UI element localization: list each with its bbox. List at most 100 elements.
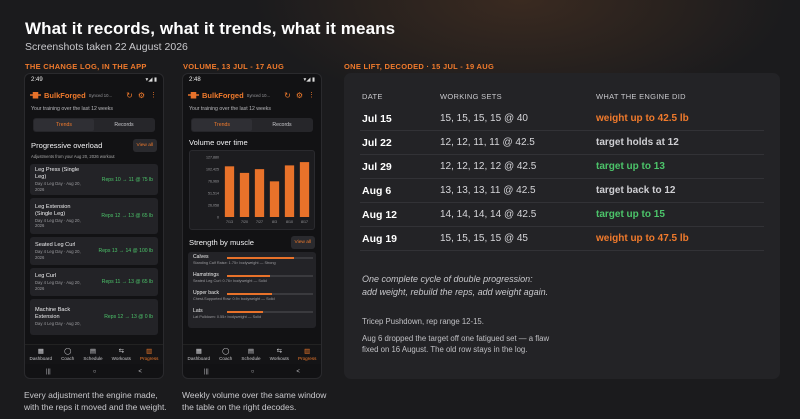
nav-label: Dashboard	[187, 356, 211, 361]
muscle-name: Hamstrings	[193, 272, 219, 278]
lift-description: Tricep Pushdown, rep range 12-15.	[362, 317, 484, 326]
nav-item-dashboard[interactable]: ▦ Dashboard	[188, 348, 210, 361]
sync-status: Synced 10...	[246, 92, 270, 98]
status-time: 2:49	[31, 77, 43, 83]
row-engine-action: target up to 13	[596, 161, 665, 172]
adjustments-subtitle: Adjustments from your Aug 20, 2026 worko…	[31, 154, 115, 159]
refresh-icon[interactable]: ↻	[126, 90, 133, 100]
schedule-icon: ▤	[89, 348, 97, 355]
y-tick-label: 51,514	[208, 192, 219, 196]
strength-bar	[227, 275, 313, 277]
y-tick-label: 0	[217, 216, 219, 220]
strength-fill	[227, 311, 264, 313]
nav-item-dashboard[interactable]: ▦ Dashboard	[30, 348, 52, 361]
volume-bar	[299, 162, 310, 217]
row-engine-action: weight up to 47.5 lb	[596, 233, 689, 244]
recents-icon[interactable]: |||	[204, 369, 209, 375]
tab-trends[interactable]: Trends	[192, 119, 252, 131]
adjustment-card[interactable]: Leg Extension (Single Leg) Day 4 Leg Day …	[30, 198, 158, 234]
table-row: Aug 19 15, 15, 15, 15 @ 45 weight up to 47…	[360, 227, 764, 251]
nav-item-progress[interactable]: ▥ Progress	[140, 348, 158, 361]
y-tick-label: 127,880	[206, 156, 219, 160]
nav-item-coach[interactable]: ◯ Coach	[61, 348, 74, 361]
gear-icon[interactable]: ⚙	[295, 90, 304, 100]
row-date: Jul 15	[362, 113, 392, 125]
exercise-name: Seated Leg Curl	[35, 242, 76, 248]
adjustment-card[interactable]: Seated Leg Curl Day 4 Leg Day · Aug 20, 2…	[30, 237, 158, 265]
phone-volume: 2:48 ▾◢ ▮ BulkForged Synced 10... ↻ ⚙ ⋮ …	[182, 73, 322, 379]
view-all-muscles-button[interactable]: View all	[290, 236, 315, 249]
nav-item-coach[interactable]: ◯ Coach	[219, 348, 232, 361]
volume-chart-svg: 127,880 102,425 76,969 51,514 26,058 0 7/13 7/2…	[206, 156, 310, 224]
row-engine-action: target holds at 12	[596, 137, 679, 148]
strength-bar	[227, 311, 313, 313]
caption-line: the table on the right decodes.	[182, 402, 297, 412]
recents-icon[interactable]: |||	[46, 369, 51, 375]
volume-bar	[284, 165, 295, 217]
workout-date: Day 4 Leg Day · Aug 20,	[35, 321, 81, 327]
caption-line: with the reps it moved and the weight.	[24, 402, 167, 412]
back-icon[interactable]: <	[138, 369, 142, 375]
barbell-logo-icon	[30, 91, 41, 99]
volume-bar	[224, 166, 235, 217]
strength-fill	[227, 293, 272, 295]
more-icon[interactable]: ⋮	[150, 92, 157, 99]
refresh-icon[interactable]: ↻	[284, 90, 291, 100]
nav-item-workouts[interactable]: ⇆ Workouts	[270, 348, 289, 361]
x-tick-label: 8/3	[272, 220, 277, 224]
nav-item-schedule[interactable]: ▤ Schedule	[83, 348, 102, 361]
nav-item-progress[interactable]: ▥ Progress	[298, 348, 316, 361]
nav-label: Workouts	[111, 356, 131, 361]
trends-records-toggle: Trends Records	[33, 118, 155, 132]
strength-fill	[227, 257, 295, 259]
tab-records[interactable]: Records	[272, 122, 292, 128]
adjustment-card[interactable]: Machine Back Extension Day 4 Leg Day · Au…	[30, 299, 158, 335]
rep-change: Reps 12 → 13 @ 0 lb	[104, 314, 153, 320]
back-icon[interactable]: <	[296, 369, 300, 375]
nav-item-workouts[interactable]: ⇆ Workouts	[112, 348, 131, 361]
system-nav: ||| ○ <	[25, 366, 163, 378]
row-date: Aug 6	[362, 185, 392, 197]
row-date: Aug 12	[362, 209, 398, 221]
section-label-change-log: THE CHANGE LOG, IN THE APP	[25, 62, 147, 71]
muscle-detail: Standing Calf Raise: 1.75× bodyweight — …	[193, 261, 276, 265]
view-all-button[interactable]: View all	[132, 139, 157, 152]
status-time: 2:48	[189, 77, 201, 83]
row-sets: 12, 12, 11, 11 @ 42.5	[440, 137, 535, 148]
workout-date: Day 4 Leg Day · Aug 20, 2026	[35, 217, 81, 229]
trends-records-toggle: Trends Records	[191, 118, 313, 132]
signal-icon: ▾◢ ▮	[303, 77, 315, 83]
training-hint: Your training over the last 12 weeks	[31, 106, 113, 112]
adjustment-card[interactable]: Leg Curl Day 4 Leg Day · Aug 20, 2026 Reps…	[30, 268, 158, 296]
strength-header: Strength by muscle View all	[183, 236, 321, 249]
gear-icon[interactable]: ⚙	[137, 90, 146, 100]
status-bar: 2:48 ▾◢ ▮	[183, 74, 321, 86]
bottom-nav: ▦ Dashboard ◯ Coach ▤ Schedule ⇆ Workouts ▥ Progr…	[25, 344, 163, 364]
rep-change: Reps 11 → 13 @ 65 lb	[101, 279, 153, 285]
table-row: Jul 15 15, 15, 15, 15 @ 40 weight up to 42…	[360, 107, 764, 131]
phone-change-log: 2:49 ▾◢ ▮ BulkForged Synced 10... ↻ ⚙ ⋮ …	[24, 73, 164, 379]
nav-item-schedule[interactable]: ▤ Schedule	[241, 348, 260, 361]
home-icon[interactable]: ○	[92, 369, 97, 375]
progress-icon: ▥	[304, 348, 311, 355]
home-icon[interactable]: ○	[250, 369, 255, 375]
status-bar: 2:49 ▾◢ ▮	[25, 74, 163, 86]
progress-icon: ▥	[146, 348, 153, 355]
rep-change: Reps 10 → 11 @ 75 lb	[101, 176, 153, 183]
chart-title: Volume over time	[189, 138, 248, 147]
header-engine: WHAT THE ENGINE DID	[596, 92, 686, 101]
tab-trends[interactable]: Trends	[34, 119, 94, 131]
muscle-name: Lats	[193, 308, 203, 314]
adjustment-card[interactable]: Leg Press (Single Leg) Day 4 Leg Day · Au…	[30, 164, 158, 195]
x-tick-label: 7/13	[226, 220, 233, 224]
x-tick-label: 8/10	[286, 220, 293, 224]
muscle-row: Upper back Chest-Supported Row: 0.9× body…	[193, 290, 313, 308]
dashboard-icon: ▦	[37, 348, 44, 355]
brand-name: BulkForged	[202, 90, 244, 100]
row-sets: 12, 12, 12, 12 @ 42.5	[440, 161, 537, 172]
schedule-icon: ▤	[247, 348, 255, 355]
more-icon[interactable]: ⋮	[308, 92, 315, 99]
dashboard-icon: ▦	[195, 348, 202, 355]
tab-records[interactable]: Records	[114, 122, 134, 128]
section-label-decoded: ONE LIFT, DECODED · 15 JUL - 19 AUG	[344, 62, 495, 71]
